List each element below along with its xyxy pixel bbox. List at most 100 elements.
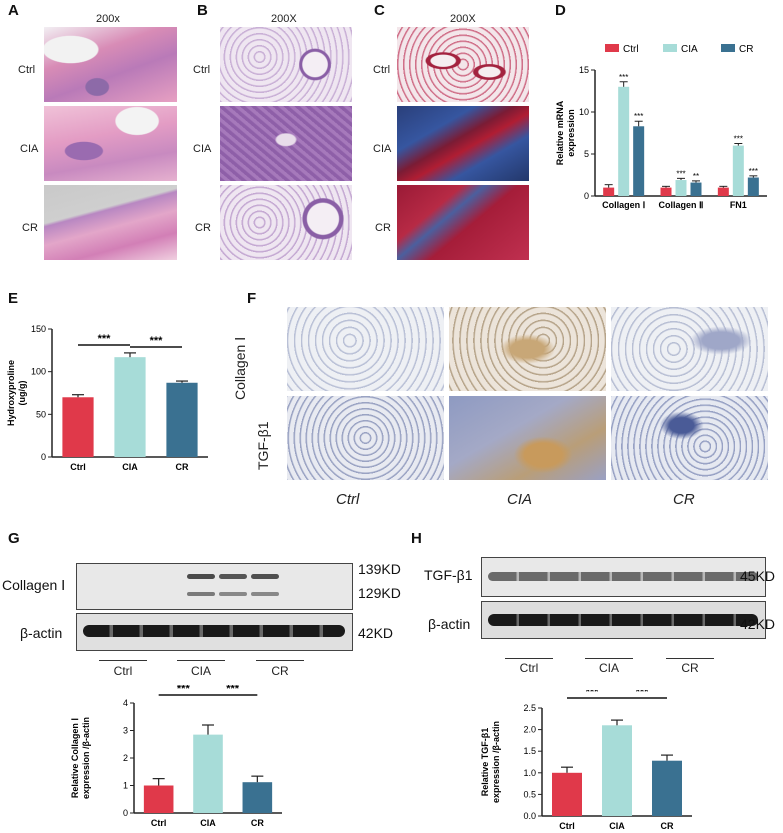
- bar-ctrl: [660, 187, 672, 196]
- x-tick-label: Ctrl: [151, 818, 167, 828]
- ihc-collagen-image-cr: [611, 307, 768, 391]
- bar-cia: [602, 725, 632, 816]
- group-line-cia-h: [585, 658, 633, 659]
- row-label-b-cr: CR: [195, 222, 211, 234]
- y-tick-label: 1.0: [523, 768, 536, 778]
- y-axis-label: expression /β-actin: [81, 717, 91, 799]
- significance-stars: **: [693, 172, 699, 181]
- y-tick-label: 0: [41, 452, 46, 462]
- ihc-col-label-cr: CR: [673, 491, 695, 508]
- y-tick-label: 150: [31, 324, 46, 334]
- y-tick-label: 0.0: [523, 811, 536, 821]
- significance-stars: ***: [619, 73, 628, 82]
- kd-label-139: 139KD: [358, 561, 401, 577]
- blot-label-collagen: Collagen Ⅰ: [2, 577, 66, 593]
- y-tick-label: 1: [123, 781, 128, 791]
- ihc-collagen-image-ctrl: [287, 307, 444, 391]
- bar-cia: [114, 357, 146, 457]
- row-label-c-cr: CR: [375, 222, 391, 234]
- western-blot-actin-h: [481, 601, 766, 639]
- blot-label-tgf: TGF-β1: [424, 567, 473, 583]
- chart-h: 0.0 0.5 1.0 1.5 2.0 2.5 Ctrl CIA CR Relative TGF-…: [480, 690, 692, 831]
- western-blot-actin-g: [76, 613, 353, 651]
- group-label-cr-g: CR: [271, 664, 289, 678]
- row-label-a-cia: CIA: [20, 143, 39, 155]
- panel-letter-d: D: [555, 2, 566, 19]
- blot-label-actin-g: β-actin: [20, 625, 63, 641]
- y-tick-label: 4: [123, 698, 128, 708]
- bar-cia: [732, 145, 744, 196]
- bar-cr: [166, 382, 198, 457]
- x-tick-label: CR: [251, 818, 264, 828]
- row-label-b-ctrl: Ctrl: [193, 64, 211, 76]
- bar-cia: [618, 86, 630, 196]
- y-tick-label: 2: [123, 753, 128, 763]
- legend-swatch: [605, 44, 619, 52]
- masson-lung-image-ctrl: [397, 27, 529, 102]
- he-joint-image-cr: [44, 185, 177, 260]
- significance-stars: ***: [634, 112, 643, 121]
- he-joint-image-cia: [44, 106, 177, 181]
- magnification-label-c: 200X: [450, 13, 476, 25]
- significance-stars: ***: [749, 167, 758, 176]
- y-tick-label: 5: [584, 149, 589, 159]
- significance-stars: ***: [150, 335, 164, 347]
- he-lung-image-ctrl: [220, 27, 352, 102]
- kd-label-42-h: 42KD: [740, 616, 776, 632]
- bar-cr: [633, 126, 645, 196]
- x-tick-label: CIA: [122, 462, 138, 472]
- group-label-ctrl-g: Ctrl: [113, 664, 133, 678]
- significance-stars: ***: [98, 333, 112, 345]
- y-axis-label: Hydroxyproline: [6, 360, 16, 426]
- y-tick-label: 1.5: [523, 746, 536, 756]
- x-tick-label: FN1: [730, 200, 747, 210]
- significance-stars: ***: [734, 135, 743, 144]
- western-blot-tgf: [481, 557, 766, 597]
- y-tick-label: 0: [123, 808, 128, 818]
- group-label-cia-h: CIA: [598, 661, 619, 675]
- ihc-tgf-image-cr: [611, 396, 768, 480]
- y-axis-label: expression: [566, 109, 576, 157]
- significance-stars: ***: [586, 690, 600, 698]
- kd-label-42-g: 42KD: [358, 625, 394, 641]
- y-axis-label: Relative TGF-β1: [480, 728, 490, 797]
- ihc-collagen-image-cia: [449, 307, 606, 391]
- y-tick-label: 50: [36, 409, 46, 419]
- ihc-row-label-tgf: TGF-β1: [255, 421, 271, 471]
- blot-label-actin-h: β-actin: [428, 616, 471, 632]
- magnification-label-a: 200x: [96, 13, 120, 25]
- legend-swatch: [663, 44, 677, 52]
- y-tick-label: 2.0: [523, 725, 536, 735]
- he-lung-image-cr: [220, 185, 352, 260]
- row-label-c-cia: CIA: [373, 143, 392, 155]
- ihc-col-label-cia: CIA: [507, 491, 533, 508]
- group-line-cr-g: [256, 660, 304, 661]
- y-tick-label: 0.5: [523, 789, 536, 799]
- ihc-tgf-image-ctrl: [287, 396, 444, 480]
- significance-stars: ***: [226, 685, 240, 695]
- ihc-col-label-ctrl: Ctrl: [336, 491, 360, 508]
- y-tick-label: 0: [584, 191, 589, 201]
- y-axis-label: (ug/g): [17, 381, 27, 406]
- x-tick-label: Collagen Ⅱ: [659, 200, 704, 210]
- y-axis-label: Relative mRNA: [555, 100, 565, 165]
- group-line-ctrl-h: [505, 658, 553, 659]
- legend-swatch: [721, 44, 735, 52]
- bar-ctrl: [717, 187, 729, 196]
- y-tick-label: 3: [123, 726, 128, 736]
- y-tick-label: 10: [579, 107, 589, 117]
- western-blot-collagen: [76, 563, 353, 610]
- x-tick-label: Ctrl: [70, 462, 86, 472]
- significance-stars: ***: [636, 690, 650, 698]
- group-line-cia-g: [177, 660, 225, 661]
- he-lung-image-cia: [220, 106, 352, 181]
- bar-ctrl: [143, 785, 174, 813]
- masson-lung-image-cia: [397, 106, 529, 181]
- bar-ctrl: [603, 187, 615, 196]
- kd-label-129: 129KD: [358, 585, 401, 601]
- x-tick-label: CIA: [200, 818, 216, 828]
- magnification-label-b: 200X: [271, 13, 297, 25]
- row-label-b-cia: CIA: [193, 143, 212, 155]
